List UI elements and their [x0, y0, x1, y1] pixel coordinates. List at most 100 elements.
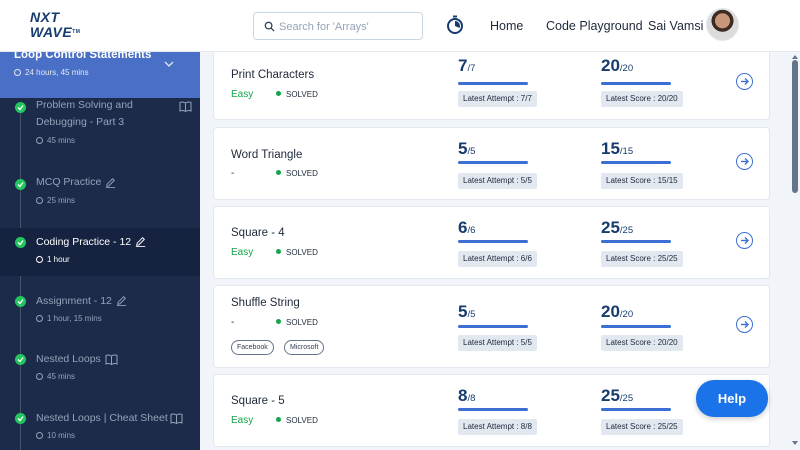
sidebar-item-assignment-12[interactable]: Assignment - 12 1 hour, 15 mins — [0, 290, 200, 336]
sidebar-item-label: MCQ Practice — [36, 176, 102, 188]
status-dot — [276, 417, 281, 422]
sidebar-item-nested-loops[interactable]: Nested Loops 45 mins — [0, 348, 200, 394]
arrow-right-circle-icon[interactable] — [736, 73, 753, 90]
logo-line2: WAVE — [30, 24, 73, 40]
module-header[interactable]: Loop Control Statements 24 hours, 45 min… — [0, 52, 200, 98]
scroll-up-arrow-icon[interactable] — [792, 55, 798, 59]
logo-line1: NXT — [30, 9, 60, 25]
company-tag: Microsoft — [284, 340, 325, 355]
help-button[interactable]: Help — [696, 380, 768, 417]
attempt-progress-bar — [458, 82, 528, 85]
avatar[interactable] — [706, 8, 739, 41]
difficulty-label: Easy — [231, 247, 254, 258]
clock-icon — [36, 137, 43, 144]
pencil-icon — [105, 178, 116, 188]
clock-icon — [36, 432, 43, 439]
problem-card[interactable]: Square - 4 Easy SOLVED 6/6 Latest Attemp… — [213, 206, 770, 279]
status-dot — [276, 319, 281, 324]
score-progress-bar — [601, 82, 671, 85]
scrollbar-thumb[interactable] — [792, 60, 798, 193]
difficulty-label: Easy — [231, 89, 254, 100]
company-tags: Facebook Microsoft — [231, 340, 351, 356]
total-score: 25/25 — [601, 386, 634, 405]
latest-attempt-pill: Latest Attempt : 5/5 — [458, 335, 537, 351]
problem-card[interactable]: Print Characters Easy SOLVED 7/7 Latest … — [213, 52, 770, 120]
sidebar-item-label: Nested Loops | Cheat Sheet — [36, 412, 168, 424]
status-badge: SOLVED — [276, 169, 318, 178]
latest-attempt-pill: Latest Attempt : 7/7 — [458, 91, 537, 107]
score-progress-bar — [601, 161, 671, 164]
latest-score-pill: Latest Score : 20/20 — [601, 91, 683, 107]
status-badge: SOLVED — [276, 90, 318, 99]
stopwatch-icon[interactable] — [446, 15, 464, 35]
attempt-score: 5/5 — [458, 139, 476, 158]
clock-icon — [14, 69, 21, 76]
attempt-score: 5/5 — [458, 302, 476, 321]
attempt-progress-bar — [458, 161, 528, 164]
latest-score-pill: Latest Score : 20/20 — [601, 335, 683, 351]
latest-attempt-pill: Latest Attempt : 6/6 — [458, 251, 537, 267]
problem-title[interactable]: Square - 5 — [231, 395, 285, 407]
attempt-score: 8/8 — [458, 386, 476, 405]
arrow-right-circle-icon[interactable] — [736, 232, 753, 249]
latest-score-pill: Latest Score : 25/25 — [601, 419, 683, 435]
arrow-right-circle-icon[interactable] — [736, 316, 753, 333]
score-progress-bar — [601, 325, 671, 328]
sidebar-item-coding-practice-12[interactable]: Coding Practice - 12 1 hour — [0, 228, 200, 276]
sidebar-item-mcq-practice[interactable]: MCQ Practice 25 mins — [0, 170, 200, 216]
completed-check-icon — [15, 354, 26, 365]
search-input[interactable] — [279, 17, 419, 37]
chevron-down-icon[interactable] — [164, 60, 174, 68]
sidebar-item-label: Nested Loops — [36, 353, 101, 365]
scroll-down-arrow-icon[interactable] — [792, 441, 798, 445]
scrollbar[interactable] — [790, 52, 800, 450]
search-icon — [264, 21, 275, 32]
sidebar-item-nested-loops-cheat-sheet[interactable]: Nested Loops | Cheat Sheet 10 mins — [0, 407, 200, 450]
difficulty-label: - — [231, 317, 235, 328]
clock-icon — [36, 315, 43, 322]
book-icon — [170, 413, 183, 424]
problem-title[interactable]: Shuffle String — [231, 297, 300, 309]
total-score: 25/25 — [601, 218, 634, 237]
arrow-right-circle-icon[interactable] — [736, 153, 753, 170]
problem-card[interactable]: Shuffle String - SOLVED Facebook Microso… — [213, 285, 770, 368]
total-score: 20/20 — [601, 302, 634, 321]
problem-title[interactable]: Square - 4 — [231, 227, 285, 239]
user-name[interactable]: Sai Vamsi — [648, 19, 704, 33]
status-badge: SOLVED — [276, 248, 318, 257]
sidebar-item-duration: 25 mins — [36, 196, 75, 205]
total-score: 15/15 — [601, 139, 634, 158]
difficulty-label: - — [231, 168, 235, 179]
latest-score-pill: Latest Score : 25/25 — [601, 251, 683, 267]
course-sidebar: Loop Control Statements 24 hours, 45 min… — [0, 52, 200, 450]
problem-card[interactable]: Square - 5 Easy SOLVED 8/8 Latest Attemp… — [213, 374, 770, 447]
clock-icon — [36, 373, 43, 380]
difficulty-label: Easy — [231, 415, 254, 426]
latest-attempt-pill: Latest Attempt : 8/8 — [458, 419, 537, 435]
progress-line — [20, 110, 21, 450]
book-icon — [179, 101, 192, 112]
status-dot — [276, 91, 281, 96]
problem-card[interactable]: Word Triangle - SOLVED 5/5 Latest Attemp… — [213, 127, 770, 200]
sidebar-item-duration: 45 mins — [36, 372, 75, 381]
problem-title[interactable]: Print Characters — [231, 69, 315, 81]
status-dot — [276, 249, 281, 254]
pencil-icon — [135, 237, 146, 247]
completed-check-icon — [15, 413, 26, 424]
sidebar-item-label: Coding Practice - 12 — [36, 236, 132, 248]
status-badge: SOLVED — [276, 416, 318, 425]
pencil-icon — [116, 296, 127, 306]
status-badge: SOLVED — [276, 318, 318, 327]
completed-check-icon — [15, 102, 26, 113]
problem-list: Print Characters Easy SOLVED 7/7 Latest … — [200, 52, 790, 450]
nxtwave-logo[interactable]: NXT WAVETM — [30, 10, 86, 42]
attempt-progress-bar — [458, 240, 528, 243]
module-duration: 24 hours, 45 mins — [14, 68, 89, 77]
top-navbar: NXT WAVETM Home Code Playground Sai Vams… — [0, 0, 800, 52]
search-box[interactable] — [253, 12, 423, 40]
nav-home-link[interactable]: Home — [490, 19, 524, 33]
problem-title[interactable]: Word Triangle — [231, 149, 303, 161]
nav-code-playground-link[interactable]: Code Playground — [546, 19, 643, 33]
sidebar-item-problem-solving[interactable]: Problem Solving and Debugging - Part 3 4… — [0, 98, 200, 156]
total-score: 20/20 — [601, 56, 634, 75]
